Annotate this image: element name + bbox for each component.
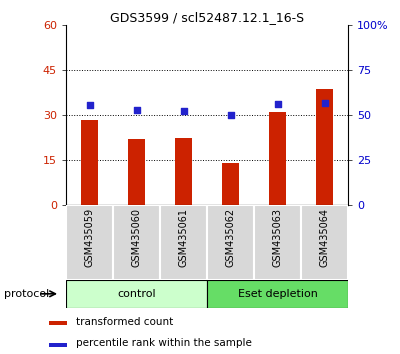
Bar [113,205,160,280]
Text: GSM435060: GSM435060 [132,207,142,267]
Bar [128,139,145,205]
Text: GSM435064: GSM435064 [320,207,330,267]
Bar [49,343,67,347]
Bar [207,205,254,280]
Point [133,107,140,113]
Point [227,112,234,118]
Bar [81,120,98,205]
Text: control: control [117,289,156,299]
Text: percentile rank within the sample: percentile rank within the sample [76,338,252,348]
Point [321,101,328,106]
Point [86,102,93,108]
Bar [49,321,67,325]
Bar [160,205,207,280]
Bar [207,280,348,308]
Bar [66,280,207,308]
Bar [254,205,301,280]
Bar [222,163,239,205]
Bar [269,112,286,205]
Text: GSM435062: GSM435062 [226,207,236,267]
Bar [301,205,348,280]
Bar [175,138,192,205]
Bar [66,205,113,280]
Text: GSM435059: GSM435059 [84,207,94,267]
Text: transformed count: transformed count [76,317,174,327]
Text: Eset depletion: Eset depletion [238,289,318,299]
Title: GDS3599 / scl52487.12.1_16-S: GDS3599 / scl52487.12.1_16-S [110,11,304,24]
Point [180,108,187,113]
Point [274,101,281,107]
Text: GSM435063: GSM435063 [272,207,282,267]
Text: protocol: protocol [4,289,49,299]
Text: GSM435061: GSM435061 [178,207,188,267]
Bar [316,90,333,205]
